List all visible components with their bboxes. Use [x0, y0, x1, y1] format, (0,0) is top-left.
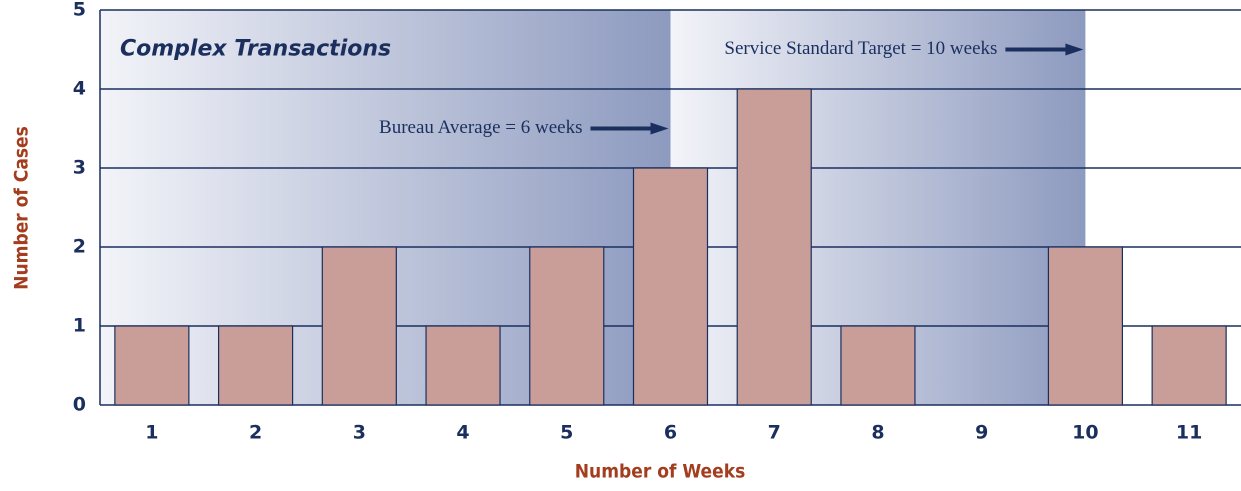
x-tick-label: 2: [249, 422, 262, 444]
arrow-head: [650, 122, 669, 135]
bar: [632, 167, 709, 406]
y-tick-label: 2: [73, 236, 86, 258]
bar: [840, 325, 916, 406]
arrow-head: [1065, 43, 1084, 56]
bar: [217, 325, 294, 406]
x-tick-label: 3: [353, 422, 366, 444]
y-tick-label: 0: [73, 394, 86, 416]
x-tick-label: 7: [768, 422, 781, 444]
bar: [529, 246, 605, 406]
x-tick-label: 11: [1176, 422, 1202, 444]
bar: [114, 325, 190, 406]
annotation: Service Standard Target = 10 weeks: [724, 38, 997, 59]
x-tick-label: 9: [975, 422, 988, 444]
x-tick-label: 8: [871, 422, 884, 444]
x-tick-label: 1: [145, 422, 158, 444]
chart-title: Complex Transactions: [120, 37, 391, 62]
x-tick-label: 4: [456, 422, 469, 444]
y-tick-label: 4: [73, 78, 86, 100]
y-tick-label: 1: [73, 315, 86, 337]
bar: [425, 325, 501, 406]
y-axis-label: Number of Cases: [11, 126, 33, 290]
x-tick-label: 6: [664, 422, 677, 444]
bar: [736, 88, 812, 406]
y-tick-label: 5: [73, 0, 86, 21]
bar: [1047, 246, 1124, 406]
x-tick-label: 10: [1072, 422, 1098, 444]
x-axis-label: Number of Weeks: [575, 461, 746, 483]
x-tick-label: 5: [560, 422, 573, 444]
bar: [321, 246, 397, 406]
annotation: Bureau Average = 6 weeks: [379, 117, 582, 138]
bar: [1151, 325, 1227, 406]
y-tick-label: 3: [73, 157, 86, 179]
